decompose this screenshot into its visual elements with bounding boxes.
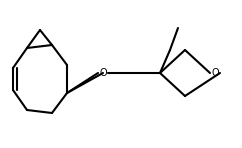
Text: O: O xyxy=(211,68,219,78)
Text: O: O xyxy=(99,68,107,78)
